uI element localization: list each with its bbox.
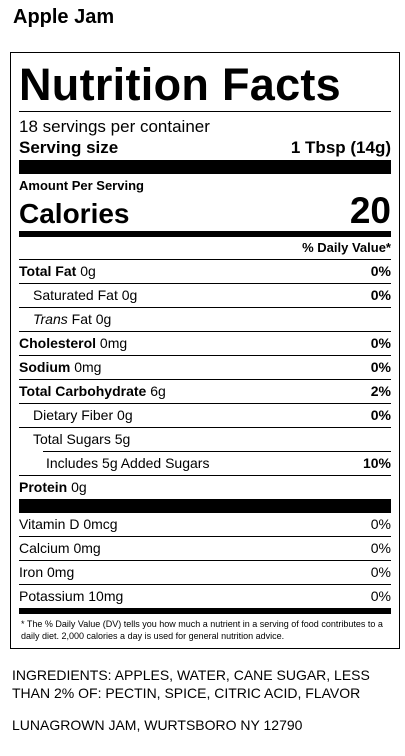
calories-label: Calories	[19, 198, 130, 229]
nutrition-label: Nutrition Facts 18 servings per containe…	[10, 52, 400, 649]
nutrient-amount: 6g	[150, 383, 166, 399]
vitamin-name: Calcium	[19, 540, 70, 556]
nutrient-dv: 10%	[362, 455, 391, 471]
label-title: Nutrition Facts	[19, 53, 391, 112]
nutrient-amount: 0g	[121, 287, 138, 303]
footnote: * The % Daily Value (DV) tells you how m…	[21, 619, 383, 641]
nutrient-row: Saturated Fat 0g 0%	[19, 283, 391, 307]
medium-rule	[19, 231, 391, 237]
nutrient-name: Saturated Fat	[33, 287, 118, 303]
vitamin-dv: 0%	[370, 516, 391, 532]
calories-value: 20	[349, 190, 391, 231]
vitamin-amount: 0mg	[73, 540, 101, 556]
vitamin-name: Iron	[19, 564, 44, 580]
nutrient-row: Total Fat 0g 0%	[19, 259, 391, 283]
nutrient-dv: 2%	[370, 383, 391, 399]
nutrient-row: Includes 5g Added Sugars 10%	[43, 451, 391, 475]
nutrient-name: Protein	[19, 479, 68, 495]
serving-size: Serving size 1 Tbsp (14g)	[19, 137, 391, 158]
amount-per-serving: Amount Per Serving	[19, 178, 144, 193]
nutrient-name: Total Sugars	[33, 431, 111, 447]
servings: 18 servings per container	[19, 117, 210, 136]
vitamin-name: Vitamin D	[19, 516, 80, 532]
nutrient-row: Dietary Fiber 0g 0%	[19, 403, 391, 427]
nutrient-name: Sodium	[19, 359, 71, 375]
product-name: Apple Jam	[13, 6, 115, 28]
nutrient-name: Includes 5g Added Sugars	[46, 455, 210, 471]
daily-value-header: % Daily Value*	[302, 240, 391, 255]
nutrient-dv: 0%	[370, 287, 391, 303]
nutrient-amount: 0mg	[74, 359, 102, 375]
vitamin-row: Calcium 0mg 0%	[19, 536, 391, 560]
vitamin-row: Iron 0mg 0%	[19, 560, 391, 584]
vitamin-name: Potassium	[19, 588, 85, 604]
ingredients: INGREDIENTS: APPLES, WATER, CANE SUGAR, …	[12, 667, 370, 701]
serving-size-label: Serving size	[19, 138, 119, 157]
nutrient-amount: 0g	[95, 311, 112, 327]
nutrient-name: Total Carbohydrate	[19, 383, 147, 399]
nutrient-name-italic: Trans	[33, 311, 68, 327]
vitamin-amount: 0mg	[47, 564, 75, 580]
nutrient-row: Total Sugars 5g	[19, 427, 391, 451]
nutrient-row: Sodium 0mg 0%	[19, 355, 391, 379]
medium-rule	[19, 608, 391, 614]
vitamin-amount: 0mcg	[83, 516, 118, 532]
nutrient-dv: 0%	[370, 407, 391, 423]
nutrient-name: Total Fat	[19, 263, 77, 279]
nutrient-name: Dietary Fiber	[33, 407, 114, 423]
vitamin-row: Vitamin D 0mcg 0%	[19, 513, 391, 536]
vitamin-dv: 0%	[370, 540, 391, 556]
vitamin-amount: 10mg	[88, 588, 124, 604]
nutrient-dv: 0%	[370, 263, 391, 279]
nutrient-amount: 0g	[117, 407, 133, 423]
vitamin-dv: 0%	[370, 564, 391, 580]
thick-rule	[19, 499, 391, 513]
nutrient-row: Trans Fat 0g	[19, 307, 391, 331]
nutrient-dv: 0%	[370, 359, 391, 375]
nutrient-amount: 0g	[80, 263, 96, 279]
nutrient-name: Fat	[71, 311, 92, 327]
nutrient-amount: 0g	[71, 479, 87, 495]
manufacturer: LUNAGROWN JAM, WURTSBORO NY 12790	[12, 717, 303, 733]
serving-size-value: 1 Tbsp (14g)	[290, 138, 391, 157]
nutrient-row: Cholesterol 0mg 0%	[19, 331, 391, 355]
nutrient-dv: 0%	[370, 335, 391, 351]
calories: Calories 20	[19, 190, 391, 231]
nutrient-amount: 5g	[114, 431, 131, 447]
nutrient-row: Total Carbohydrate 6g 2%	[19, 379, 391, 403]
vitamin-dv: 0%	[370, 588, 391, 604]
nutrient-name: Cholesterol	[19, 335, 97, 351]
vitamin-row: Potassium 10mg 0%	[19, 584, 391, 608]
nutrient-row: Protein 0g	[19, 475, 391, 499]
thick-rule	[19, 160, 391, 174]
nutrient-amount: 0mg	[99, 335, 128, 351]
